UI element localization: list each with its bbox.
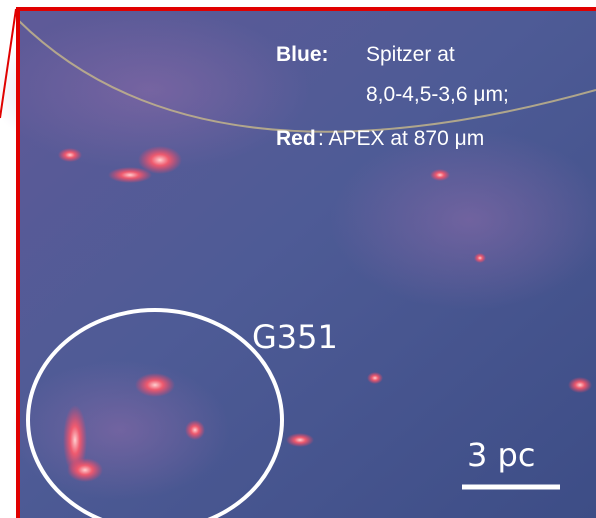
figure: Blue: Spitzer at 8,0-4,5-3,6 μm; Red : A… <box>0 0 596 518</box>
region-label: G351 <box>252 318 338 356</box>
blue-text: Spitzer at <box>366 43 455 66</box>
red-text: : APEX at 870 μm <box>318 127 484 150</box>
scale-bar-label: 3 pc <box>467 436 535 474</box>
blue-label: Blue: <box>276 43 329 66</box>
blue-text: 8,0-4,5-3,6 μm; <box>366 83 509 106</box>
red-label: Red <box>276 127 316 150</box>
